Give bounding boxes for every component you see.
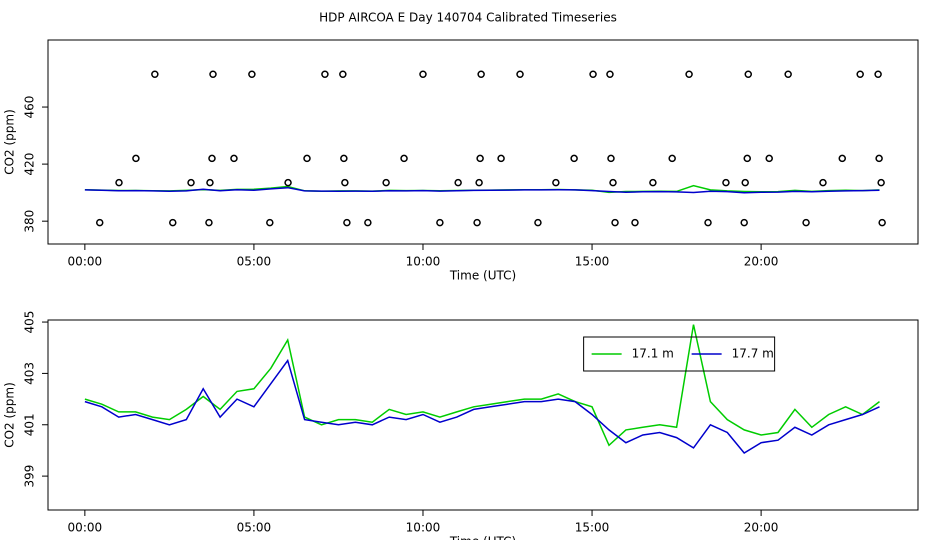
calibration-point (838, 154, 847, 163)
calibration-point (205, 218, 213, 227)
calibration-point (497, 154, 505, 163)
x-tick-label: 10:00 (406, 255, 441, 269)
x-tick-label: 00:00 (68, 255, 103, 269)
x-tick-label: 20:00 (744, 521, 779, 535)
y-tick-label: 403 (23, 362, 37, 385)
calibration-point (874, 70, 882, 78)
calibration-point (187, 178, 195, 187)
calibration-point (649, 178, 657, 187)
calibration-point (609, 178, 617, 187)
calibration-point (476, 154, 484, 163)
calibration-point (341, 178, 349, 187)
calibration-point (475, 178, 483, 187)
calibration-point (248, 70, 256, 78)
y-tick-label: 399 (23, 465, 37, 488)
calibration-point (743, 154, 751, 163)
calibration-point (303, 154, 311, 163)
calibration-point (877, 178, 885, 187)
calibration-point (589, 70, 597, 78)
calibration-point (382, 178, 390, 187)
calibration-point (606, 70, 614, 78)
calibration-point (765, 154, 773, 163)
calibration-point (115, 178, 123, 187)
series-line (84, 324, 880, 447)
x-tick-label: 20:00 (744, 255, 779, 269)
calibration-point (209, 70, 217, 78)
calibration-point (685, 70, 693, 78)
calibration-point (132, 154, 140, 163)
x-tick-label: 05:00 (237, 255, 272, 269)
calibration-point (552, 178, 560, 187)
calibration-point (206, 178, 214, 187)
calibration-point (819, 178, 827, 187)
x-tick-label: 15:00 (575, 521, 610, 535)
x-tick-label: 00:00 (68, 521, 103, 535)
calibration-point (95, 218, 104, 227)
legend-label: 17.7 m (732, 347, 774, 361)
legend-label: 17.1 m (632, 347, 674, 361)
x-axis-label: Time (UTC) (449, 269, 516, 283)
x-tick-label: 15:00 (575, 255, 610, 269)
y-axis-label: CO2 (ppm) (3, 109, 17, 175)
calibration-point (802, 218, 810, 227)
calibration-point (856, 70, 864, 78)
calibration-point (741, 178, 749, 187)
calibration-point (266, 218, 274, 227)
chart-title: HDP AIRCOA E Day 140704 Calibrated Times… (319, 11, 617, 25)
y-tick-label: 380 (23, 210, 37, 233)
calibration-point (343, 218, 351, 227)
calibration-point (744, 70, 753, 78)
calibration-point (784, 70, 792, 78)
calibration-point (436, 218, 444, 227)
calibration-point (611, 218, 619, 227)
y-axis-label: CO2 (ppm) (3, 382, 17, 448)
plot-frame (47, 39, 919, 245)
calibration-point (169, 218, 177, 227)
y-tick-label: 460 (23, 96, 37, 119)
calibration-point (208, 154, 216, 163)
series-line (84, 358, 880, 454)
x-tick-label: 05:00 (237, 521, 272, 535)
calibration-point (473, 218, 481, 227)
calibration-point (321, 70, 329, 78)
calibration-point (516, 70, 524, 78)
y-tick-label: 420 (23, 153, 37, 176)
calibration-point (534, 218, 542, 227)
calibration-point (477, 70, 485, 78)
calibration-point (607, 154, 615, 163)
series-line (84, 186, 880, 194)
calibration-point (878, 218, 886, 227)
calibration-point (704, 218, 712, 227)
calibration-point (364, 218, 372, 227)
calibration-point (454, 178, 462, 187)
x-axis-label: Time (UTC) (449, 535, 516, 540)
calibration-point (340, 154, 348, 163)
calibration-point (230, 154, 238, 163)
y-tick-label: 405 (23, 311, 37, 334)
calibration-point (419, 70, 427, 78)
calibration-point (875, 154, 883, 163)
x-tick-label: 10:00 (406, 521, 441, 535)
calibration-point (631, 218, 639, 227)
calibration-point (400, 154, 408, 163)
y-tick-label: 401 (23, 413, 37, 436)
calibration-point (722, 178, 730, 187)
calibration-point (339, 70, 347, 78)
calibration-point (668, 154, 676, 163)
calibration-point (570, 154, 578, 163)
calibration-point (284, 178, 292, 187)
calibration-point (740, 218, 748, 227)
calibration-point (151, 70, 159, 78)
legend-box (583, 336, 776, 372)
plot-frame (47, 319, 919, 511)
